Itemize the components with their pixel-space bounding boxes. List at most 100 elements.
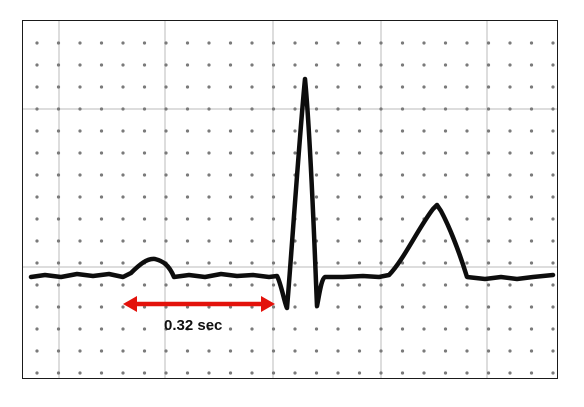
grid-dot xyxy=(271,217,276,221)
grid-dot xyxy=(400,151,405,155)
grid-dot xyxy=(357,217,362,221)
grid-dot xyxy=(142,107,147,111)
grid-dot xyxy=(400,195,405,199)
grid-dot xyxy=(99,261,104,265)
grid-dot xyxy=(99,63,104,67)
grid-dot xyxy=(207,349,211,353)
grid-dot xyxy=(508,195,512,199)
grid-dot xyxy=(314,371,319,375)
grid-dot xyxy=(336,283,340,287)
grid-dot xyxy=(443,173,448,177)
grid-dot xyxy=(422,305,426,309)
grid-dot xyxy=(250,327,254,331)
grid-dot xyxy=(164,63,168,67)
grid-dot xyxy=(465,63,469,67)
grid-dot xyxy=(142,327,147,331)
grid-dot xyxy=(56,195,61,199)
grid-dot xyxy=(250,107,254,111)
grid-dot xyxy=(185,371,190,375)
grid-dot xyxy=(551,129,555,133)
grid-dot xyxy=(422,63,426,67)
grid-dot xyxy=(443,261,448,265)
grid-dot xyxy=(336,129,340,133)
grid-dot xyxy=(314,85,319,89)
grid-dot xyxy=(164,327,168,331)
grid-dot xyxy=(78,85,82,89)
grid-dot xyxy=(121,217,125,221)
ecg-strip: 0.32 sec xyxy=(22,20,558,379)
grid-dot xyxy=(207,107,211,111)
grid-dot xyxy=(486,261,491,265)
grid-dot xyxy=(271,239,276,243)
grid-dot xyxy=(379,195,383,199)
grid-dot xyxy=(486,173,491,177)
grid-dot xyxy=(486,283,491,287)
grid-dot xyxy=(336,239,340,243)
grid-dot xyxy=(121,63,125,67)
grid-dot xyxy=(250,371,254,375)
grid-dot xyxy=(357,129,362,133)
grid-dot xyxy=(508,283,512,287)
grid-dot xyxy=(293,283,297,287)
grid-dot xyxy=(422,151,426,155)
grid-dot xyxy=(207,41,211,45)
grid-dot xyxy=(185,151,190,155)
grid-dot xyxy=(35,305,39,309)
grid-dot xyxy=(486,107,491,111)
grid-dot xyxy=(379,217,383,221)
grid-dot xyxy=(422,195,426,199)
grid-dot xyxy=(293,327,297,331)
grid-dot xyxy=(422,327,426,331)
grid-dot xyxy=(443,85,448,89)
grid-dot xyxy=(56,305,61,309)
grid-dot xyxy=(443,151,448,155)
grid-dot xyxy=(379,261,383,265)
grid-dot xyxy=(185,327,190,331)
grid-dot xyxy=(314,195,319,199)
grid-dot xyxy=(250,217,254,221)
grid-dot xyxy=(551,173,555,177)
grid-dot xyxy=(271,129,276,133)
grid-dot xyxy=(465,305,469,309)
grid-dot xyxy=(357,173,362,177)
grid-dot xyxy=(35,349,39,353)
grid-dot xyxy=(400,85,405,89)
grid-dot xyxy=(314,349,319,353)
grid-dot xyxy=(379,41,383,45)
grid-dot xyxy=(336,349,340,353)
grid-dot xyxy=(185,107,190,111)
grid-dot xyxy=(400,41,405,45)
grid-dot xyxy=(551,195,555,199)
grid-dot xyxy=(400,107,405,111)
grid-dot xyxy=(121,195,125,199)
grid-dot xyxy=(142,349,147,353)
grid-dot xyxy=(228,217,233,221)
grid-dot xyxy=(99,283,104,287)
grid-dot xyxy=(443,283,448,287)
ecg-trace xyxy=(28,76,556,311)
grid-dot xyxy=(400,173,405,177)
grid-dot xyxy=(56,371,61,375)
grid-dot xyxy=(228,41,233,45)
grid-dot xyxy=(121,41,125,45)
grid-dot xyxy=(422,239,426,243)
grid-dot xyxy=(508,151,512,155)
grid-dot xyxy=(35,195,39,199)
grid-dot xyxy=(35,173,39,177)
grid-dot xyxy=(400,63,405,67)
grid-dot xyxy=(314,151,319,155)
grid-dot xyxy=(121,151,125,155)
grid-dot xyxy=(164,217,168,221)
grid-dot xyxy=(228,239,233,243)
grid-dot xyxy=(357,195,362,199)
grid-dot xyxy=(250,63,254,67)
grid-dot xyxy=(379,305,383,309)
grid-dot xyxy=(121,85,125,89)
grid-dot xyxy=(314,327,319,331)
grid-lines xyxy=(23,21,557,378)
grid-dot xyxy=(121,349,125,353)
grid-dot xyxy=(142,195,147,199)
grid-dot xyxy=(486,129,491,133)
grid-dot xyxy=(465,371,469,375)
grid-dot xyxy=(508,349,512,353)
